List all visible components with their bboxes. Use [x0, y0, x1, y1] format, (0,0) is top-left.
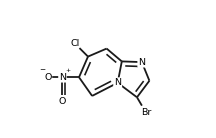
- Text: −: −: [39, 67, 46, 73]
- Text: N: N: [138, 58, 145, 67]
- Text: +: +: [65, 68, 70, 73]
- Text: O: O: [44, 73, 52, 82]
- Text: N: N: [114, 78, 121, 87]
- Text: Br: Br: [141, 108, 151, 117]
- Text: N: N: [59, 73, 66, 82]
- Text: Cl: Cl: [70, 39, 79, 48]
- Text: O: O: [59, 97, 66, 106]
